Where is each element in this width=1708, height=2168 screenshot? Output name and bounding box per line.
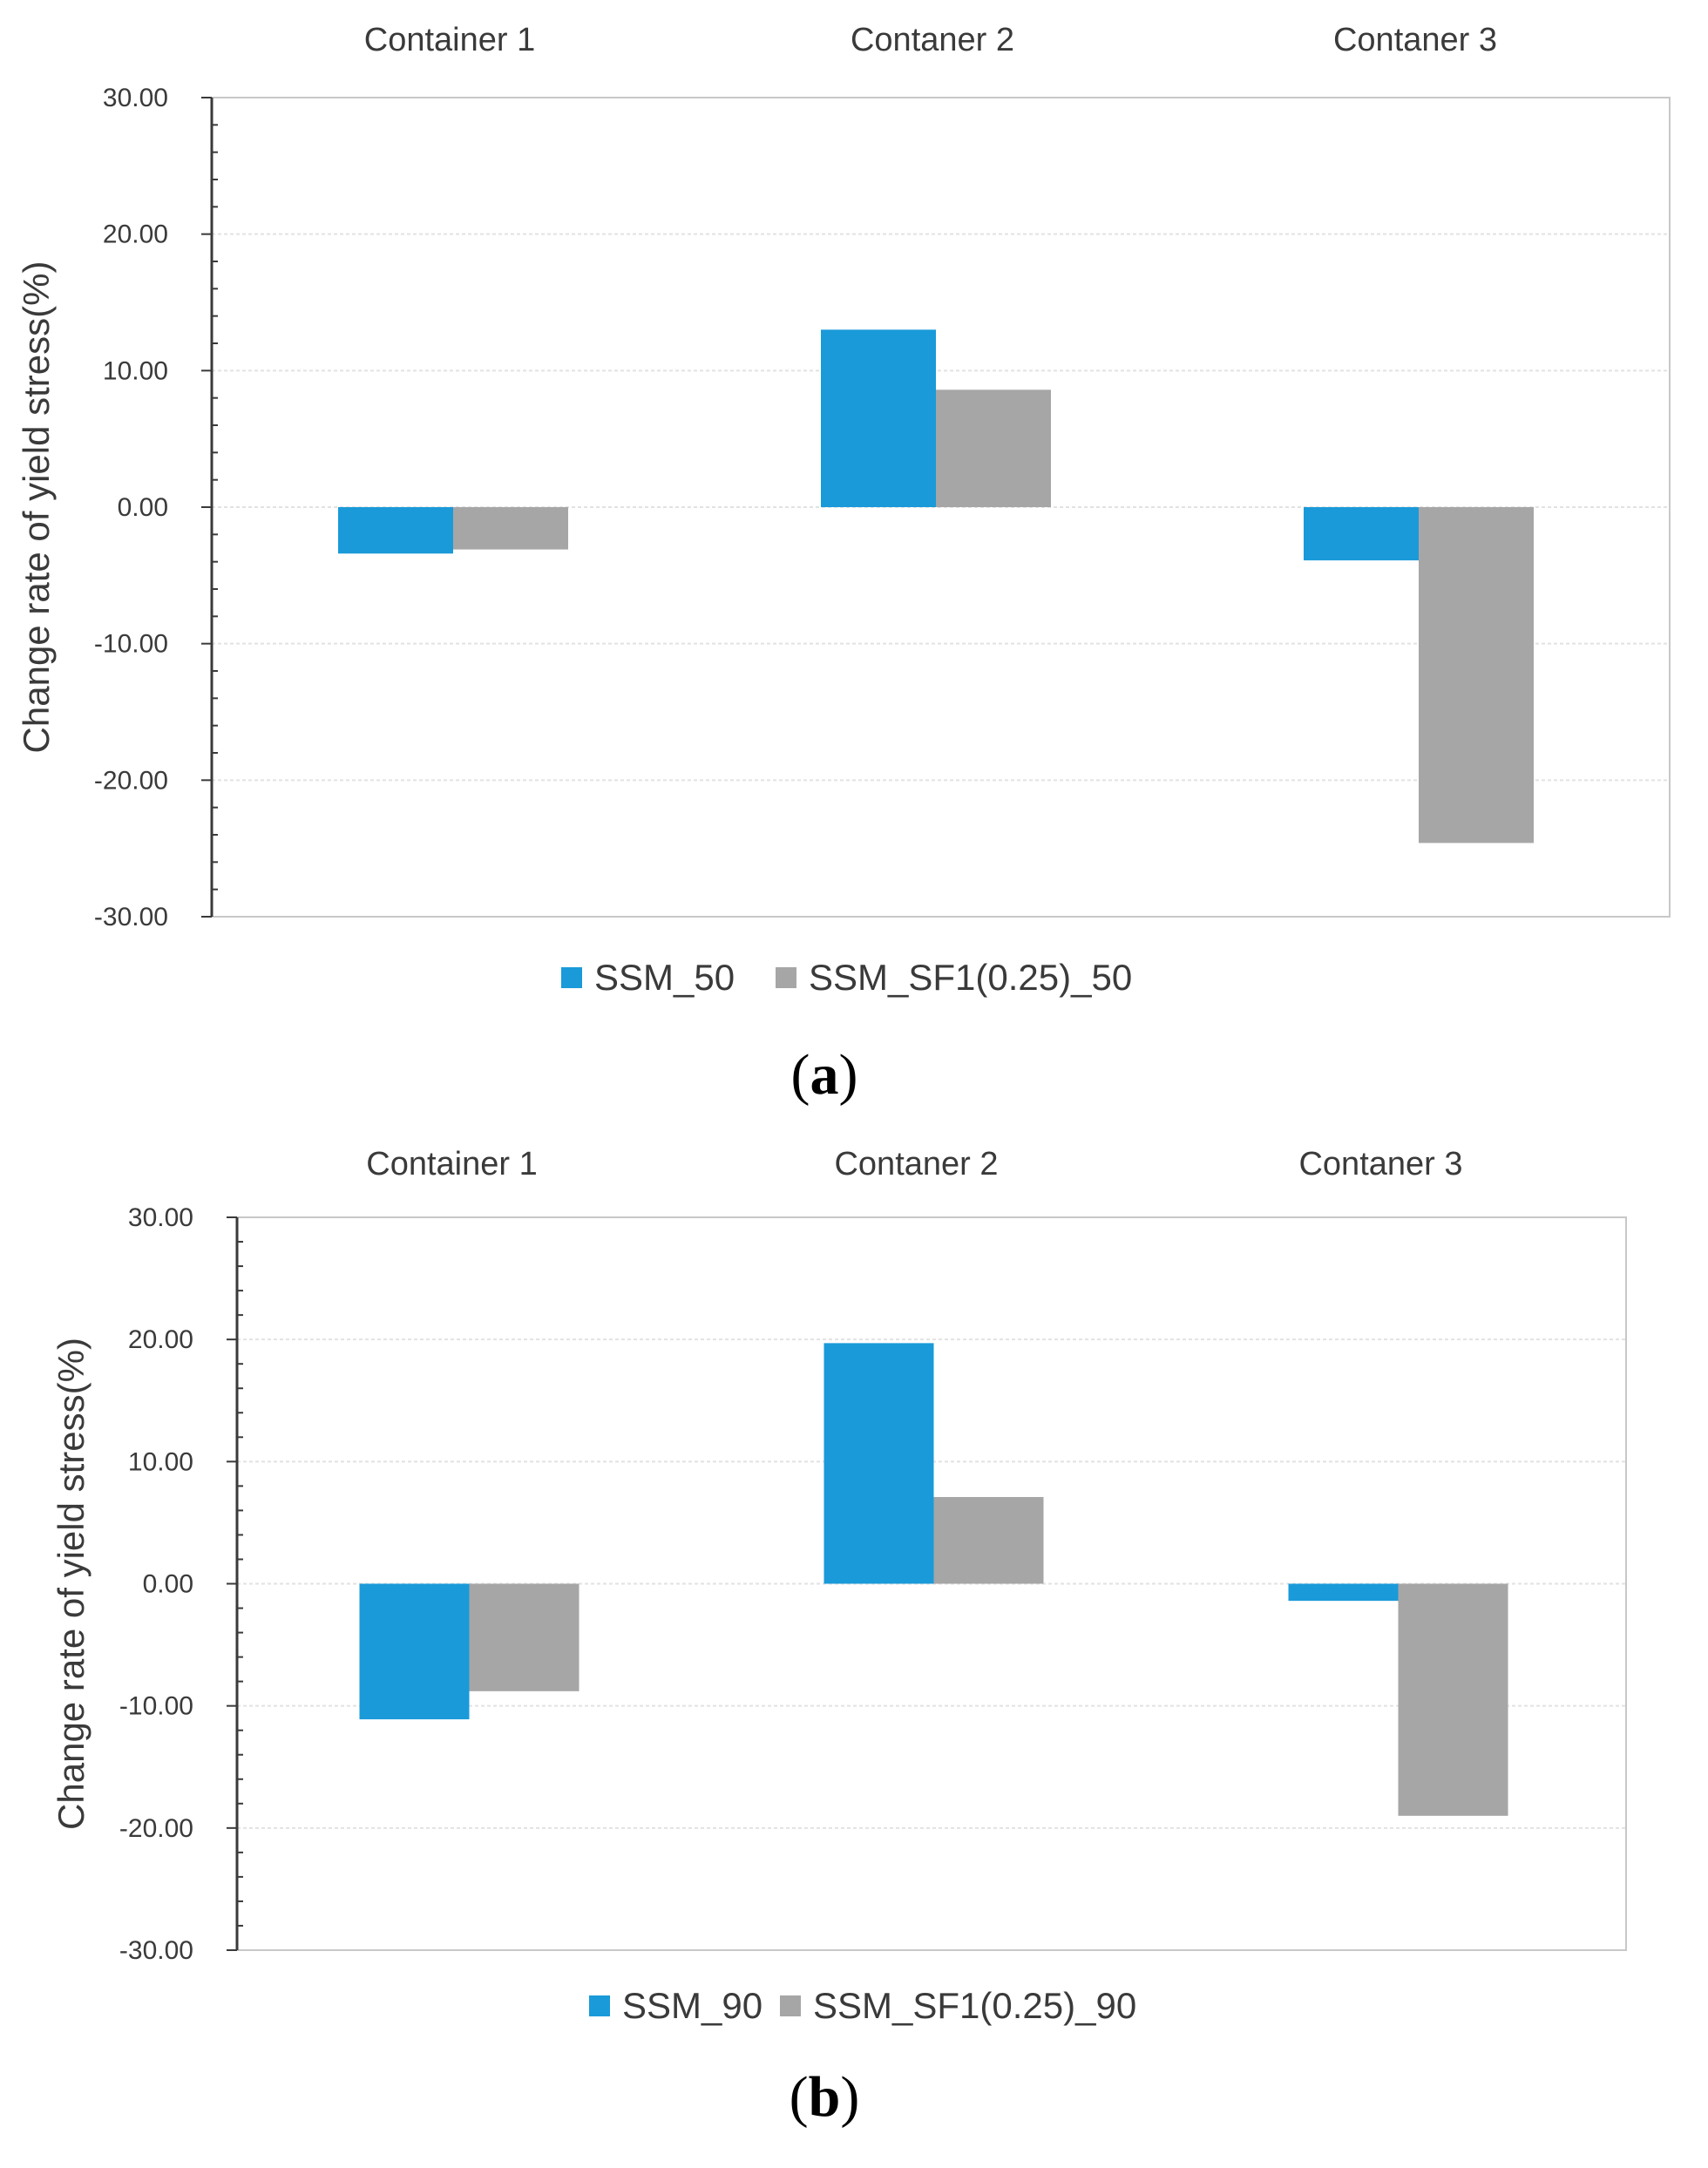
category-label: Contaner 2 <box>834 1146 998 1182</box>
category-label: Container 1 <box>366 1146 537 1182</box>
legend-swatch-SSM_50 <box>561 967 582 988</box>
y-tick-label: 0.00 <box>143 1570 193 1599</box>
y-tick-label: -10.00 <box>94 630 168 659</box>
bar-SSM_50-2 <box>821 329 936 507</box>
legend-swatch-SSM_SF1(0.25)_90 <box>780 1995 801 2016</box>
bar-SSM_SF1(0.25)_50-2 <box>936 390 1051 507</box>
bar-SSM_SF1(0.25)_90-1 <box>469 1583 580 1691</box>
y-tick-label: -30.00 <box>119 1936 193 1965</box>
y-tick-label: -10.00 <box>119 1692 193 1721</box>
bar-SSM_90-3 <box>1288 1583 1399 1602</box>
bar-SSM_SF1(0.25)_90-2 <box>933 1496 1044 1584</box>
bar-SSM_90-2 <box>824 1343 934 1584</box>
legend-label: SSM_50 <box>594 957 735 998</box>
bar-SSM_SF1(0.25)_90-3 <box>1398 1583 1508 1816</box>
y-tick-label: 30.00 <box>128 1203 193 1232</box>
bar-SSM_SF1(0.25)_50-1 <box>453 507 568 550</box>
y-tick-label: 10.00 <box>103 356 168 385</box>
chart-panel-b: 30.00 20.00 10.00 0.00 -10.00 -20.00 -30.00 Con… <box>51 1146 1627 2129</box>
legend-swatch-SSM_SF1(0.25)_50 <box>776 967 796 988</box>
legend-swatch-SSM_90 <box>589 1995 610 2016</box>
y-tick-label: 20.00 <box>128 1325 193 1354</box>
panel-label: (a) <box>791 1043 858 1107</box>
bar-SSM_50-3 <box>1304 507 1419 561</box>
bar-SSM_SF1(0.25)_50-3 <box>1419 507 1534 843</box>
y-tick-label: 0.00 <box>118 493 168 522</box>
legend-label: SSM_90 <box>622 1985 762 2026</box>
y-axis-title: Change rate of yield stress(%) <box>51 1338 92 1830</box>
bar-SSM_50-1 <box>338 507 453 554</box>
category-label: Contaner 3 <box>1333 22 1497 58</box>
chart-panel-a: 30.00 20.00 10.00 0.00 -10.00 -20.00 -30.00 Con… <box>16 22 1671 1107</box>
y-tick-label: -20.00 <box>94 766 168 795</box>
y-tick-label: -20.00 <box>119 1814 193 1843</box>
panel-label: (b) <box>790 2065 860 2129</box>
legend: SSM_90 SSM_SF1(0.25)_90 <box>589 1985 1136 2026</box>
bar-SSM_90-1 <box>359 1583 470 1720</box>
legend-label: SSM_SF1(0.25)_50 <box>809 957 1132 998</box>
legend: SSM_50 SSM_SF1(0.25)_50 <box>561 957 1132 998</box>
category-label: Contaner 3 <box>1298 1146 1462 1182</box>
y-axis-title: Change rate of yield stress(%) <box>16 261 57 754</box>
legend-label: SSM_SF1(0.25)_90 <box>813 1985 1136 2026</box>
y-tick-label: 30.00 <box>103 84 168 112</box>
y-tick-label: 10.00 <box>128 1447 193 1476</box>
category-label: Contaner 2 <box>851 22 1014 58</box>
y-tick-label: 20.00 <box>103 220 168 249</box>
category-label: Container 1 <box>364 22 535 58</box>
y-tick-label: -30.00 <box>94 903 168 932</box>
